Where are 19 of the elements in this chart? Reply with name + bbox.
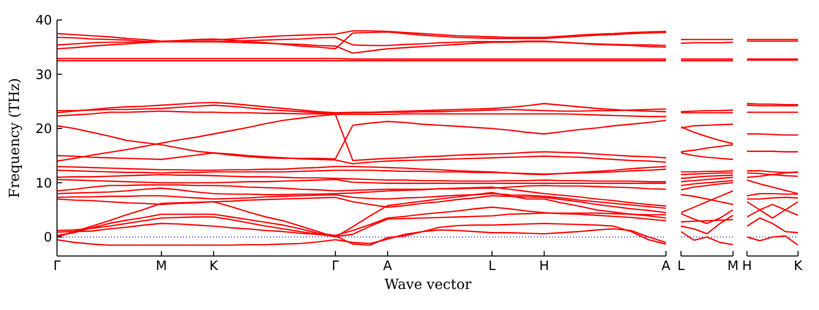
y-tick-label: 0: [44, 230, 52, 246]
x-tick-label: A: [383, 259, 392, 274]
x-tick-label: K: [794, 259, 803, 274]
x-tick-label: H: [742, 259, 752, 274]
y-tick-label: 20: [35, 122, 52, 138]
y-tick-label: 40: [35, 14, 52, 29]
x-tick-label: L: [488, 259, 496, 274]
x-tick-label: H: [539, 259, 550, 274]
x-tick-label: Γ: [53, 259, 62, 274]
y-tick-label: 10: [35, 176, 52, 192]
x-tick-label: L: [677, 259, 686, 274]
x-axis-title: Wave vector: [384, 277, 472, 293]
x-tick-label: K: [209, 259, 218, 274]
x-tick-label: Γ: [332, 259, 340, 274]
x-tick-label: A: [662, 259, 671, 274]
x-tick-label: M: [727, 259, 739, 274]
x-tick-label: M: [156, 259, 168, 274]
y-axis-title: Frequency (THz): [6, 78, 23, 198]
y-tick-label: 30: [35, 68, 52, 83]
